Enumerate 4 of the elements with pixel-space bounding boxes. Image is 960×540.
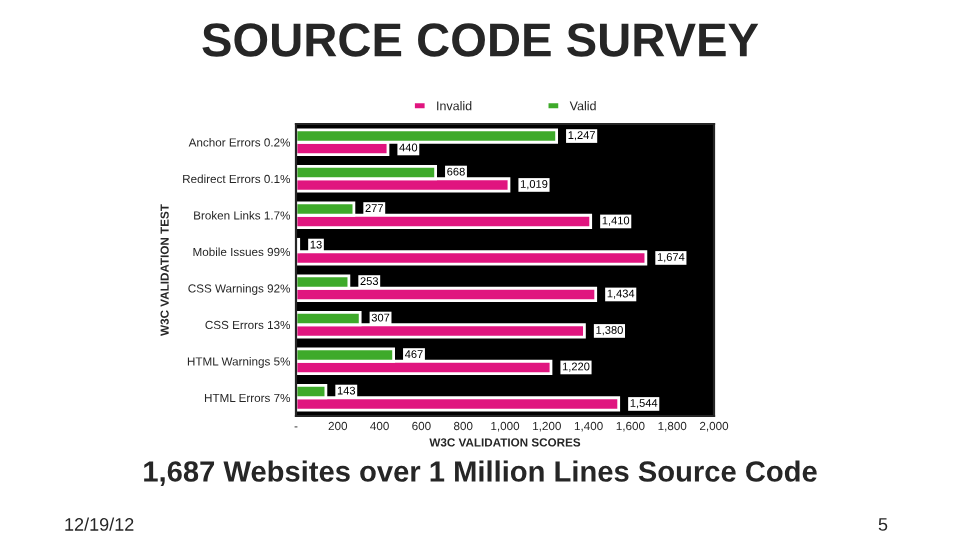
text: 12/19/12 — [65, 517, 134, 531]
chart-title: SOURCE CODE SURVEY — [202, 23, 759, 57]
text: 1,687 Websites over 1 Million Lines Source Code — [144, 460, 817, 487]
text: 5 — [878, 518, 888, 531]
